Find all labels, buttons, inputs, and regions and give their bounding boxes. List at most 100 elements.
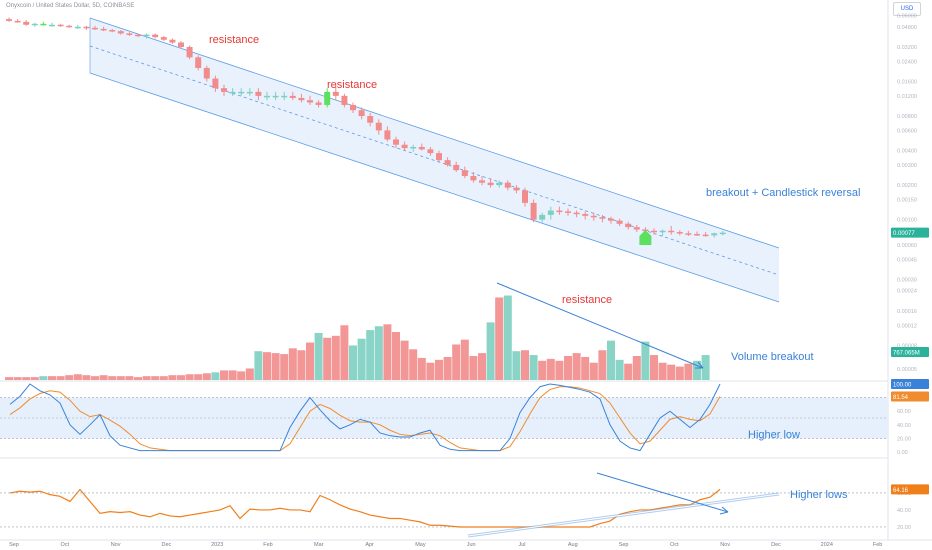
y-tick-label: 0.00045 (897, 257, 917, 263)
value-badge-label: 0.00077 (893, 231, 915, 237)
candle-body (513, 187, 520, 191)
volume-bar (340, 325, 349, 380)
volume-bar (555, 360, 564, 380)
volume-bar (641, 341, 650, 380)
value-badge-label: 81.54 (893, 395, 909, 401)
candle-body (221, 88, 227, 92)
volume-bar (99, 375, 108, 380)
volume-bar (443, 356, 452, 380)
annotation-higher-low: Higher low (748, 429, 800, 441)
volume-bar (263, 352, 271, 380)
y-tick-label: 0.00005 (897, 367, 917, 373)
volume-bar (185, 374, 194, 380)
volume-bar (168, 375, 177, 380)
x-tick-label: Dec (162, 542, 172, 548)
y-tick-label: 0.00016 (897, 309, 917, 315)
candle-body (702, 234, 709, 237)
volume-bar (30, 377, 39, 380)
candle-body (6, 19, 12, 21)
x-tick-label: Feb (873, 542, 882, 548)
candle-body (23, 21, 30, 25)
candle-body (246, 91, 253, 94)
volume-bar (615, 359, 624, 380)
rsi-support-trendline-inner (467, 493, 780, 537)
value-badge (891, 484, 929, 495)
stoch-k-line (9, 383, 721, 452)
candle-body (393, 139, 399, 145)
y-tick-label: 0.00 (897, 450, 908, 456)
candle-body (14, 20, 21, 23)
y-tick-label: 20.00 (897, 525, 911, 531)
y-tick-label: 0.00012 (897, 323, 917, 329)
volume-bar (632, 356, 641, 380)
volume-bar (271, 353, 280, 380)
candle-body (410, 146, 417, 149)
candle-body (719, 232, 726, 235)
x-tick-label: Jun (467, 542, 476, 548)
y-tick-label: 0.00150 (897, 197, 917, 203)
y-tick-label: 0.00200 (897, 183, 917, 189)
candle-body (367, 116, 374, 123)
candle-body (608, 218, 614, 221)
volume-bar (538, 360, 547, 380)
y-tick-label: 0.01600 (897, 80, 917, 86)
y-tick-label: 0.02400 (897, 59, 917, 65)
volume-bar (194, 374, 203, 380)
volume-bar (211, 372, 220, 380)
y-tick-label: 0.00300 (897, 163, 917, 169)
candle-body (178, 42, 184, 47)
x-tick-label: May (415, 542, 426, 548)
volume-bar (701, 355, 710, 380)
candle-body (31, 23, 38, 26)
volume-bar (675, 366, 684, 380)
candle-body (272, 95, 279, 98)
candle-body (152, 34, 159, 38)
volume-bar (581, 356, 590, 380)
volume-bar (400, 340, 409, 380)
volume-bar (667, 364, 676, 380)
value-badge (891, 379, 929, 389)
candle-body (436, 153, 442, 161)
volume-bar (374, 326, 383, 380)
candle-body (195, 57, 202, 68)
volume-bar (564, 356, 572, 380)
candle-body (384, 130, 391, 140)
candle-body (711, 233, 718, 236)
candle-body (479, 180, 485, 183)
volume-bar (512, 351, 521, 380)
rsi-divergence-line (596, 472, 729, 513)
y-tick-label: 0.03200 (897, 45, 917, 51)
volume-bar (624, 363, 633, 380)
candle-body (341, 95, 348, 105)
candle-body (83, 26, 90, 29)
candle-body (229, 91, 236, 94)
candle-body (49, 24, 55, 27)
volume-bar (521, 350, 529, 380)
candle-body (547, 210, 554, 215)
candle-body (212, 78, 219, 89)
chart-header: Onyxcoin / United States Dollar, 5D, COI… (6, 3, 135, 9)
currency-button[interactable]: USD (893, 2, 921, 16)
candle-body (92, 27, 98, 30)
volume-bar (125, 376, 134, 380)
candle-body (307, 100, 313, 103)
volume-bar (202, 373, 211, 380)
annotation-breakout: breakout + Candlestick reversal (706, 187, 860, 199)
x-tick-label: Sep (9, 542, 19, 548)
volume-bar (159, 376, 168, 380)
value-badge (891, 391, 929, 402)
candle-body (350, 104, 356, 111)
x-tick-label: Jul (518, 542, 525, 548)
volume-bar (237, 371, 246, 380)
candle-body (315, 102, 322, 105)
candle-body (66, 25, 73, 28)
rsi-line (9, 488, 721, 528)
candle-body (461, 170, 468, 177)
candle-body (203, 67, 210, 79)
channel-mid-line (89, 45, 780, 276)
candle-body (676, 232, 683, 234)
y-tick-label: 0.00030 (897, 278, 917, 284)
volume-bar (116, 376, 125, 380)
annotation-resistance: resistance (327, 79, 377, 91)
